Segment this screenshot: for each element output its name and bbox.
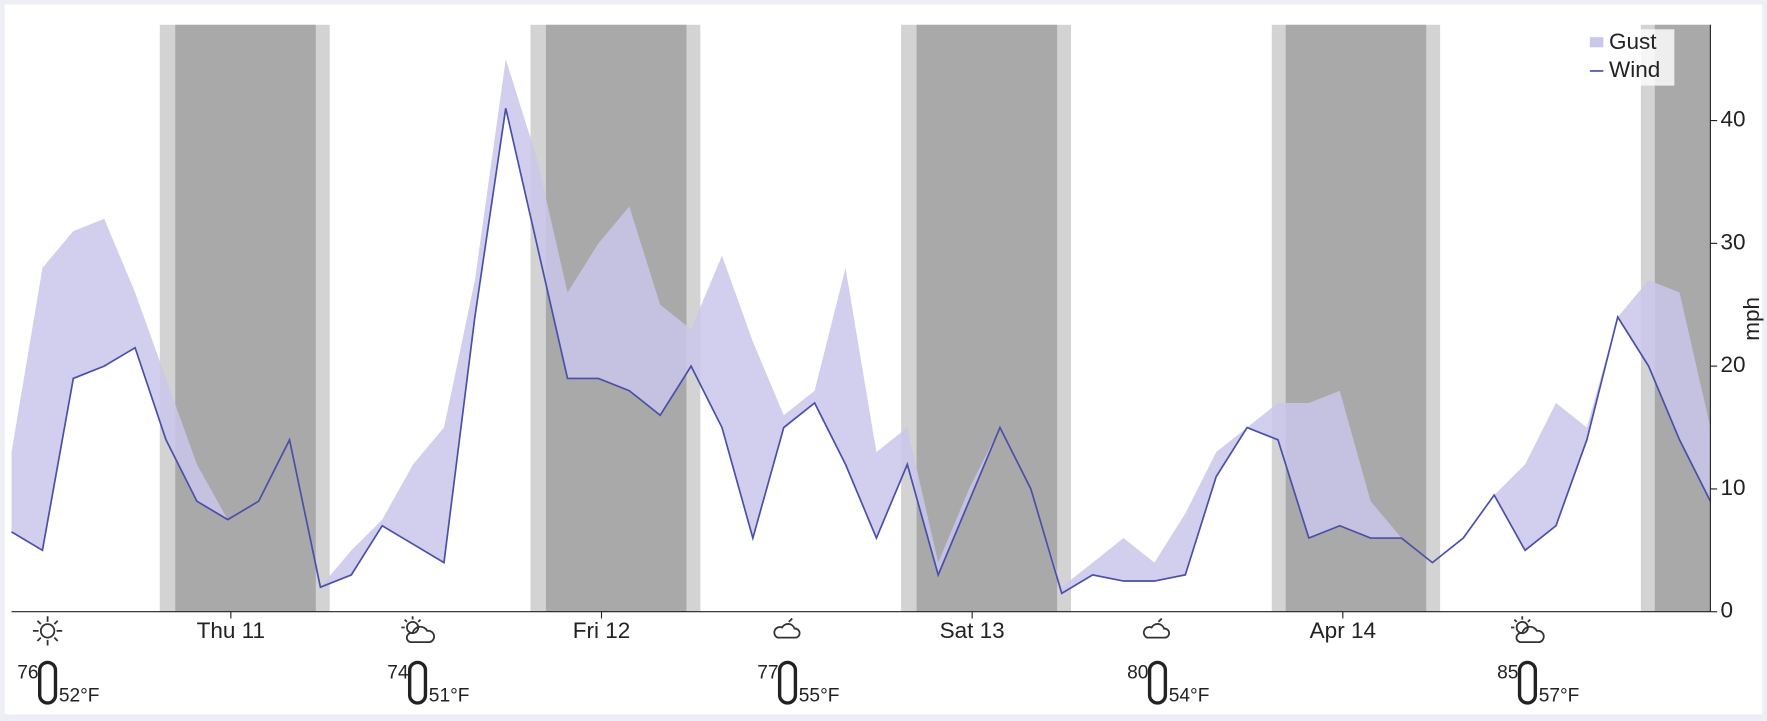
y-tick-label: 0 [1721, 598, 1734, 623]
low-temp: 57°F [1539, 685, 1580, 706]
temp-range-icon [777, 660, 798, 705]
sun-icon [32, 616, 63, 646]
legend-swatch [1589, 37, 1604, 48]
night-band [916, 24, 1058, 612]
x-tick-label: Sat 13 [940, 618, 1005, 643]
temp-range-icon [1147, 660, 1168, 705]
axes: 0 10 20 30 40 Thu 11 Fri 12 Sat 13 Apr 14 [11, 24, 1746, 643]
low-temp: 54°F [1169, 685, 1210, 706]
x-tick-label: Thu 11 [197, 618, 265, 643]
temp-range-icon [1517, 660, 1538, 705]
y-tick-label: 20 [1721, 352, 1746, 377]
low-temp: 51°F [429, 685, 470, 706]
partly-cloudy-icon [1510, 616, 1545, 644]
cloud-icon [1142, 617, 1171, 639]
legend: Gust Wind [1584, 29, 1675, 86]
high-temp: 80 [1127, 663, 1148, 684]
gust-area [11, 59, 1711, 594]
y-tick-label: 10 [1721, 475, 1746, 500]
cloud-icon [773, 617, 801, 639]
partly-cloudy-icon [401, 616, 435, 644]
temp-range-icon [38, 660, 58, 705]
x-tick-label: Apr 14 [1310, 618, 1376, 643]
forecast: 76 52°F 74 51°F 77 55°F 80 54°F 85 57°F [17, 660, 1580, 706]
series-layer [11, 59, 1712, 595]
night-band [175, 24, 316, 612]
high-temp: 76 [17, 663, 38, 684]
y-tick-label: 40 [1721, 107, 1746, 132]
low-temp: 52°F [59, 685, 100, 706]
high-temp: 77 [757, 663, 778, 684]
x-tick-label: Fri 12 [573, 618, 631, 643]
wind-line [11, 108, 1712, 595]
weather-icons [32, 616, 1545, 646]
legend-label: Wind [1609, 57, 1660, 82]
high-temp: 85 [1497, 663, 1518, 684]
legend-label: Gust [1609, 29, 1657, 54]
y-axis-label: mph [1739, 297, 1764, 341]
y-tick-label: 30 [1721, 229, 1746, 254]
temp-range-icon [407, 660, 428, 705]
low-temp: 55°F [799, 685, 840, 706]
high-temp: 74 [387, 663, 409, 684]
